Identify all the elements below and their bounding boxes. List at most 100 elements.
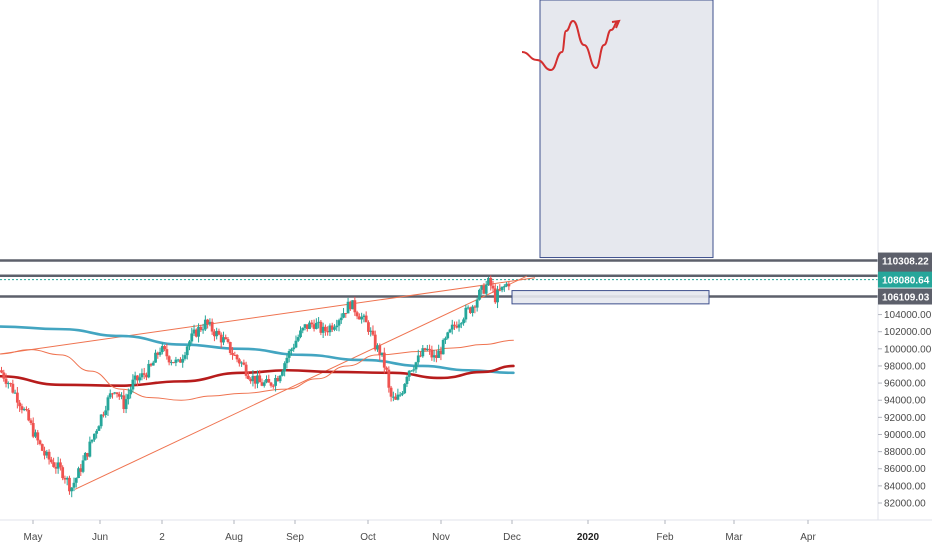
candle-body <box>360 317 364 320</box>
candle-body <box>240 362 243 364</box>
candle-body <box>210 321 214 332</box>
candle-body <box>369 330 373 332</box>
candle-body <box>487 277 490 285</box>
candle-body <box>353 300 357 313</box>
candle-body <box>468 307 472 313</box>
candle-body <box>482 285 486 294</box>
candle-body <box>496 289 499 303</box>
candle-body <box>120 395 123 397</box>
candle-body <box>124 399 128 410</box>
candle-body <box>115 392 119 395</box>
candle-body <box>63 478 67 480</box>
candle-body <box>342 313 345 318</box>
candle-body <box>190 333 194 342</box>
candle-body <box>398 394 402 396</box>
candle-body <box>49 459 53 463</box>
candle-body <box>192 329 196 334</box>
price-label-text: 110308.22 <box>882 257 929 268</box>
price-label-text: 108080.64 <box>882 276 930 287</box>
y-tick-label: 96000.00 <box>884 379 926 390</box>
candle-body <box>27 409 31 421</box>
candle-body <box>206 319 210 325</box>
candle-body <box>439 350 443 355</box>
candle-body <box>226 339 230 343</box>
candle-body <box>29 420 33 424</box>
candle-body <box>434 355 438 358</box>
candle-body <box>258 375 262 383</box>
x-tick-label: Aug <box>225 532 243 543</box>
candle-body <box>172 362 176 364</box>
candle-body <box>362 315 366 318</box>
y-tick-label: 92000.00 <box>884 413 926 424</box>
candle-body <box>493 288 497 303</box>
time-axis[interactable]: May Jun 2 Aug Sep Oct Nov Dec 2020 Feb Mar Apr <box>0 519 932 543</box>
candle-body <box>61 467 65 479</box>
candle-body <box>188 341 191 347</box>
candle-body <box>348 301 352 310</box>
candle-body <box>13 392 17 394</box>
candle-body <box>344 313 348 315</box>
candle-body <box>335 325 339 328</box>
candle-body <box>174 359 178 363</box>
candle-body <box>317 321 321 323</box>
x-tick-label: Dec <box>503 532 521 543</box>
candle-body <box>484 284 488 294</box>
candle-body <box>346 301 350 314</box>
candle-body <box>385 367 388 370</box>
candle-body <box>106 397 110 411</box>
candle-body <box>391 396 395 398</box>
candle-body <box>222 337 225 343</box>
candle-body <box>459 323 463 325</box>
candle-body <box>244 364 248 376</box>
candle-body <box>299 330 302 338</box>
candle-body <box>321 326 325 333</box>
candle-body <box>156 352 160 355</box>
candle-body <box>36 432 40 441</box>
candle-body <box>464 307 468 320</box>
forecast-path <box>521 19 619 72</box>
candle-body <box>324 326 327 332</box>
candle-body <box>242 362 246 365</box>
candle-body <box>92 433 96 440</box>
candle-body <box>260 382 264 386</box>
candle-body <box>15 392 19 403</box>
candle-body <box>444 338 447 340</box>
y-tick-label: 94000.00 <box>884 396 926 407</box>
candle-body <box>104 410 108 415</box>
candle-body <box>131 379 135 390</box>
y-tick-label: 84000.00 <box>884 481 926 492</box>
x-tick-label: 2 <box>159 532 165 543</box>
x-tick-label: Apr <box>800 532 816 543</box>
candle-body <box>382 352 386 368</box>
candle-body <box>224 337 228 340</box>
candle-body <box>475 299 479 308</box>
rectangle-zone-lower <box>511 290 710 305</box>
rectangle-zone-upper <box>539 0 714 259</box>
candle-body <box>20 406 24 411</box>
x-tick-label: Sep <box>286 532 304 543</box>
candle-body <box>251 375 255 382</box>
moving-average-2 <box>0 364 515 387</box>
x-tick-label: May <box>24 532 43 543</box>
candle-body <box>4 378 8 384</box>
x-tick-label: Jun <box>92 532 108 543</box>
candle-body <box>194 329 198 337</box>
candle-body <box>414 362 418 370</box>
upper-trend-line <box>0 277 536 355</box>
y-tick-label: 100000.00 <box>884 344 932 355</box>
candle-body <box>428 348 431 350</box>
x-tick-label: Feb <box>656 532 674 543</box>
candle-body <box>169 362 173 364</box>
candle-body <box>394 396 398 400</box>
candle-body <box>68 477 71 492</box>
candle-body <box>0 370 3 373</box>
candle-body <box>136 375 139 381</box>
candle-body <box>269 382 273 386</box>
candle-body <box>201 329 205 331</box>
candle-body <box>18 402 22 407</box>
candle-body <box>330 325 334 330</box>
price-axis[interactable]: 82000.00 84000.00 86000.00 88000.00 90000.00… <box>877 0 932 520</box>
candle-body <box>419 355 422 357</box>
candle-body <box>74 478 78 483</box>
